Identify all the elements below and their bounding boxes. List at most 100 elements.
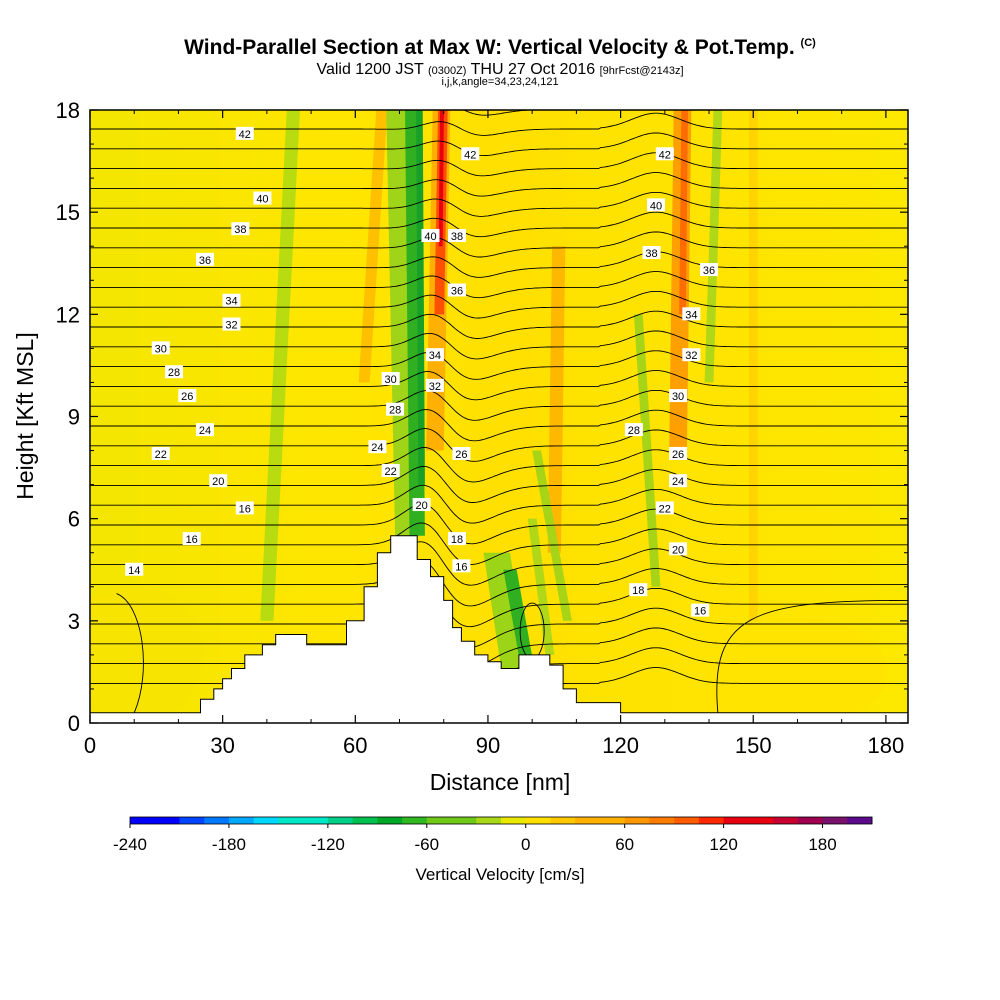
contour-label-24: 24 — [195, 423, 214, 437]
contour-label-18: 18 — [629, 583, 648, 597]
theta-contour-42 — [90, 112, 908, 136]
band-updraft-west — [260, 110, 301, 621]
colorbar-tick-label: 180 — [808, 835, 836, 854]
contour-label-text: 36 — [199, 255, 211, 267]
theta-contour-37 — [90, 211, 908, 238]
contour-label-bg — [691, 603, 710, 617]
contour-label-text: 24 — [371, 442, 383, 454]
colorbar-tick-label: 120 — [709, 835, 737, 854]
contour-label-bg — [669, 474, 688, 488]
colorbar-swatch — [426, 817, 453, 824]
colorbar-swatch — [847, 817, 873, 824]
colorbar-swatch — [773, 817, 799, 824]
contour-label-text: 36 — [451, 285, 463, 297]
contour-label-38: 38 — [642, 246, 661, 260]
contour-label-text: 42 — [659, 149, 671, 161]
contour-label-text: 30 — [155, 343, 167, 355]
band-orange-west — [358, 110, 388, 383]
contour-label-text: 34 — [225, 296, 237, 308]
contour-label-bg — [178, 389, 197, 403]
chart-title: Wind-Parallel Section at Max W: Vertical… — [0, 36, 1000, 60]
theta-contour-25 — [90, 447, 908, 483]
contour-label-30: 30 — [381, 372, 400, 386]
contour-label-32: 32 — [682, 348, 701, 362]
colorbar-swatch — [501, 817, 527, 824]
contour-label-bg — [425, 378, 444, 392]
y-tick-label: 9 — [68, 405, 80, 430]
field-lowlevel-patch-east — [707, 616, 888, 723]
contour-label-text: 30 — [385, 374, 397, 386]
x-tick-label: 90 — [476, 733, 500, 758]
contour-label-bg — [447, 283, 466, 297]
theta-contour-22 — [90, 503, 908, 545]
colorbar-swatch — [525, 817, 551, 824]
y-axis-title: Height [Kft MSL] — [12, 332, 38, 499]
colorbar-tick-label: 0 — [521, 835, 530, 854]
contour-label-text: 32 — [685, 350, 697, 362]
contour-label-30: 30 — [151, 341, 170, 355]
y-tick-label: 12 — [56, 302, 80, 327]
x-tick-label: 0 — [84, 733, 96, 758]
colorbar-swatch — [723, 817, 749, 824]
y-tick-label: 6 — [68, 507, 80, 532]
contour-label-text: 28 — [389, 405, 401, 417]
band-red-core — [438, 110, 444, 247]
x-tick-label: 60 — [343, 733, 367, 758]
colorbar-swatch — [228, 817, 255, 824]
colorbar-swatch — [550, 817, 576, 824]
theta-contour-36 — [90, 231, 908, 258]
theta-contour-39 — [90, 172, 908, 197]
x-tick-label: 150 — [735, 733, 772, 758]
contour-label-bg — [195, 423, 214, 437]
contour-label-text: 22 — [155, 449, 167, 461]
contour-label-text: 32 — [429, 381, 441, 393]
contour-label-text: 16 — [455, 561, 467, 573]
contour-label-text: 42 — [464, 149, 476, 161]
contour-label-42: 42 — [235, 126, 254, 141]
contour-label-36: 36 — [447, 283, 466, 297]
contour-label-bg — [425, 348, 444, 362]
theta-contour-40 — [90, 152, 908, 177]
contour-label-text: 38 — [234, 224, 246, 236]
contour-label-22: 22 — [151, 446, 170, 461]
theta-contour-21 — [90, 522, 908, 565]
contour-label-bg — [412, 498, 431, 512]
contour-label-bg — [700, 263, 719, 277]
contour-label-14: 14 — [125, 562, 144, 577]
contour-label-40: 40 — [646, 198, 665, 212]
theta-contour-17 — [90, 597, 908, 648]
band-lime-far-east — [704, 110, 723, 383]
contour-label-bg — [125, 562, 144, 576]
x-tick-label: 180 — [868, 733, 905, 758]
contour-label-bg — [655, 147, 674, 161]
contour-label-22: 22 — [655, 501, 674, 515]
contour-label-bg — [209, 474, 228, 488]
contour-label-bg — [452, 559, 471, 573]
colorbar-tick-label: 60 — [615, 835, 634, 854]
contour-label-20: 20 — [209, 474, 228, 488]
forecast-info: [9hrFcst@2143z] — [599, 65, 684, 77]
contour-label-bg — [682, 307, 701, 321]
theta-contour-44 — [90, 74, 908, 95]
contour-label-bg — [381, 372, 400, 386]
contour-label-bg — [182, 532, 201, 546]
contour-label-bg — [682, 348, 701, 362]
band-green-low-core — [503, 569, 535, 669]
colorbar-swatch — [327, 817, 354, 824]
chart-title-text: Wind-Parallel Section at Max W: Vertical… — [184, 36, 795, 59]
theta-contour-28 — [90, 389, 908, 421]
contour-label-bg — [447, 532, 466, 546]
colorbar-swatch — [599, 817, 626, 824]
theta-contour-20 — [90, 541, 908, 586]
contour-label-bg — [646, 198, 665, 212]
contour-label-text: 18 — [632, 585, 644, 597]
y-tick-label: 18 — [56, 98, 80, 123]
contour-label-bg — [222, 293, 241, 307]
contour-label-34: 34 — [682, 307, 701, 321]
contour-label-42: 42 — [655, 147, 674, 161]
contour-label-36: 36 — [195, 252, 214, 267]
contour-label-bg — [231, 222, 250, 236]
theta-contour-31 — [90, 330, 908, 360]
contour-label-26: 26 — [669, 446, 688, 461]
band-lime-mid — [532, 450, 572, 621]
